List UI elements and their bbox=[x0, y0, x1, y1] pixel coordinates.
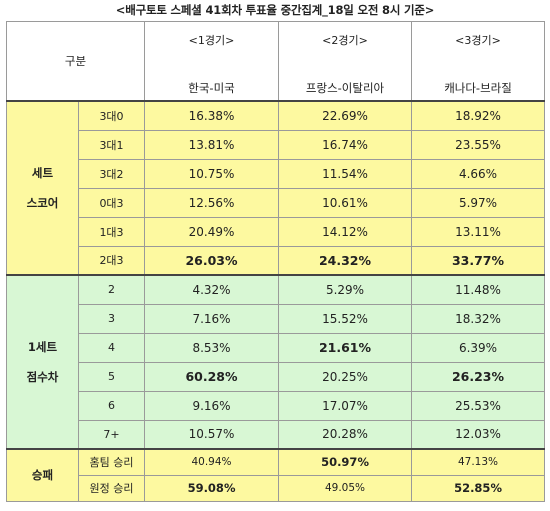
section-label-line: 승패 bbox=[31, 468, 54, 483]
match-name: 한국-미국 bbox=[188, 81, 235, 95]
vote-rate-cell: 11.54% bbox=[278, 158, 413, 189]
vote-rate-cell: 16.38% bbox=[144, 100, 280, 131]
vote-rate-cell: 13.11% bbox=[411, 216, 546, 247]
vote-rate-cell: 18.32% bbox=[411, 303, 546, 334]
row-label: 6 bbox=[77, 390, 146, 421]
vote-rate-cell: 33.77% bbox=[411, 245, 546, 276]
vote-rate-cell: 4.32% bbox=[144, 274, 280, 305]
header-gubun: 구분 bbox=[5, 21, 146, 102]
vote-rate-cell: 47.13% bbox=[411, 448, 546, 476]
vote-rate-cell: 9.16% bbox=[144, 390, 280, 421]
vote-rate-cell: 15.52% bbox=[278, 303, 413, 334]
vote-rate-cell: 26.23% bbox=[411, 361, 546, 392]
match-name: 프랑스-이탈리아 bbox=[305, 81, 385, 95]
header-game-3: <3경기> 캐나다-브라질 bbox=[411, 21, 546, 102]
vote-rate-cell: 40.94% bbox=[144, 448, 280, 476]
table-row: 세트 스코어 3대0 16.38% 22.69% 18.92% bbox=[6, 100, 546, 276]
row-label: 3대0 bbox=[77, 100, 146, 131]
table-row: 1세트 점수차 2 4.32% 5.29% 11.48% bbox=[6, 274, 546, 450]
vote-rate-cell: 23.55% bbox=[411, 129, 546, 160]
row-label: 홈팀 승리 bbox=[77, 448, 146, 476]
vote-rate-table: 구분 <1경기> 한국-미국 <2경기> 프랑스-이탈리아 <3경기> 캐나다-… bbox=[5, 21, 546, 502]
header-game-1: <1경기> 한국-미국 bbox=[144, 21, 280, 102]
vote-rate-cell: 5.97% bbox=[411, 187, 546, 218]
vote-rate-cell: 10.61% bbox=[278, 187, 413, 218]
header-game-2: <2경기> 프랑스-이탈리아 bbox=[278, 21, 413, 102]
section-label-line: 점수차 bbox=[26, 370, 59, 384]
table-row: 6 9.16% 17.07% 25.53% bbox=[7, 390, 546, 421]
vote-rate-cell: 50.97% bbox=[278, 448, 413, 476]
vote-rate-cell: 14.12% bbox=[278, 216, 413, 247]
section-label-line: 1세트 bbox=[27, 340, 58, 354]
table-row: 3 7.16% 15.52% 18.32% bbox=[7, 303, 546, 334]
table-row: 5 60.28% 20.25% 26.23% bbox=[7, 361, 546, 392]
vote-rate-cell: 11.48% bbox=[411, 274, 546, 305]
vote-rate-cell: 49.05% bbox=[278, 474, 413, 502]
table-row: 0대3 12.56% 10.61% 5.97% bbox=[7, 187, 546, 218]
section-label-line: 스코어 bbox=[26, 196, 59, 210]
vote-rate-cell: 10.57% bbox=[144, 419, 280, 450]
vote-rate-cell: 60.28% bbox=[144, 361, 280, 392]
table-row: 2대3 26.03% 24.32% 33.77% bbox=[7, 245, 546, 276]
vote-rate-cell: 20.25% bbox=[278, 361, 413, 392]
row-label: 5 bbox=[77, 361, 146, 392]
row-label: 2대3 bbox=[77, 245, 146, 276]
vote-rate-cell: 12.56% bbox=[144, 187, 280, 218]
vote-rate-cell: 13.81% bbox=[144, 129, 280, 160]
vote-rate-cell: 4.66% bbox=[411, 158, 546, 189]
vote-rate-cell: 18.92% bbox=[411, 100, 546, 131]
row-label: 4 bbox=[77, 332, 146, 363]
match-name: 캐나다-브라질 bbox=[444, 81, 512, 95]
vote-rate-cell: 8.53% bbox=[144, 332, 280, 363]
table-row: 7+ 10.57% 20.28% 12.03% bbox=[7, 419, 546, 450]
row-label: 0대3 bbox=[77, 187, 146, 218]
row-label: 3대1 bbox=[77, 129, 146, 160]
table-row: 4 8.53% 21.61% 6.39% bbox=[7, 332, 546, 363]
table-row: 3대1 13.81% 16.74% 23.55% bbox=[7, 129, 546, 160]
vote-rate-cell: 26.03% bbox=[144, 245, 280, 276]
table-row: 승패 홈팀 승리 40.94% 50.97% 47.13% bbox=[6, 448, 546, 502]
vote-rate-cell: 7.16% bbox=[144, 303, 280, 334]
row-label: 3대2 bbox=[77, 158, 146, 189]
table-row: 원정 승리 59.08% 49.05% 52.85% bbox=[7, 474, 546, 502]
section-label-line: 세트 bbox=[31, 166, 54, 180]
game-number: <3경기> bbox=[455, 34, 501, 47]
table-row: 1대3 20.49% 14.12% 13.11% bbox=[7, 216, 546, 247]
vote-rate-cell: 12.03% bbox=[411, 419, 546, 450]
vote-rate-cell: 5.29% bbox=[278, 274, 413, 305]
section-label: 승패 bbox=[6, 448, 79, 502]
vote-rate-cell: 16.74% bbox=[278, 129, 413, 160]
game-number: <2경기> bbox=[322, 34, 368, 47]
vote-rate-cell: 20.49% bbox=[144, 216, 280, 247]
row-label: 7+ bbox=[77, 419, 146, 450]
vote-rate-cell: 52.85% bbox=[411, 474, 546, 502]
row-label: 2 bbox=[77, 274, 146, 305]
vote-rate-cell: 22.69% bbox=[278, 100, 413, 131]
vote-rate-cell: 25.53% bbox=[411, 390, 546, 421]
row-label: 원정 승리 bbox=[77, 474, 146, 502]
header-row: 구분 <1경기> 한국-미국 <2경기> 프랑스-이탈리아 <3경기> 캐나다-… bbox=[5, 21, 546, 102]
row-label: 1대3 bbox=[77, 216, 146, 247]
vote-rate-cell: 59.08% bbox=[144, 474, 280, 502]
vote-rate-cell: 17.07% bbox=[278, 390, 413, 421]
game-number: <1경기> bbox=[188, 34, 235, 47]
page-title: <배구토토 스페셜 41회차 투표율 중간집계_18일 오전 8시 기준> bbox=[115, 3, 435, 17]
vote-rate-cell: 20.28% bbox=[278, 419, 413, 450]
vote-rate-cell: 6.39% bbox=[411, 332, 546, 363]
vote-rate-cell: 10.75% bbox=[144, 158, 280, 189]
vote-rate-cell: 24.32% bbox=[278, 245, 413, 276]
vote-rate-cell: 21.61% bbox=[278, 332, 413, 363]
row-label: 3 bbox=[77, 303, 146, 334]
table-row: 3대2 10.75% 11.54% 4.66% bbox=[7, 158, 546, 189]
